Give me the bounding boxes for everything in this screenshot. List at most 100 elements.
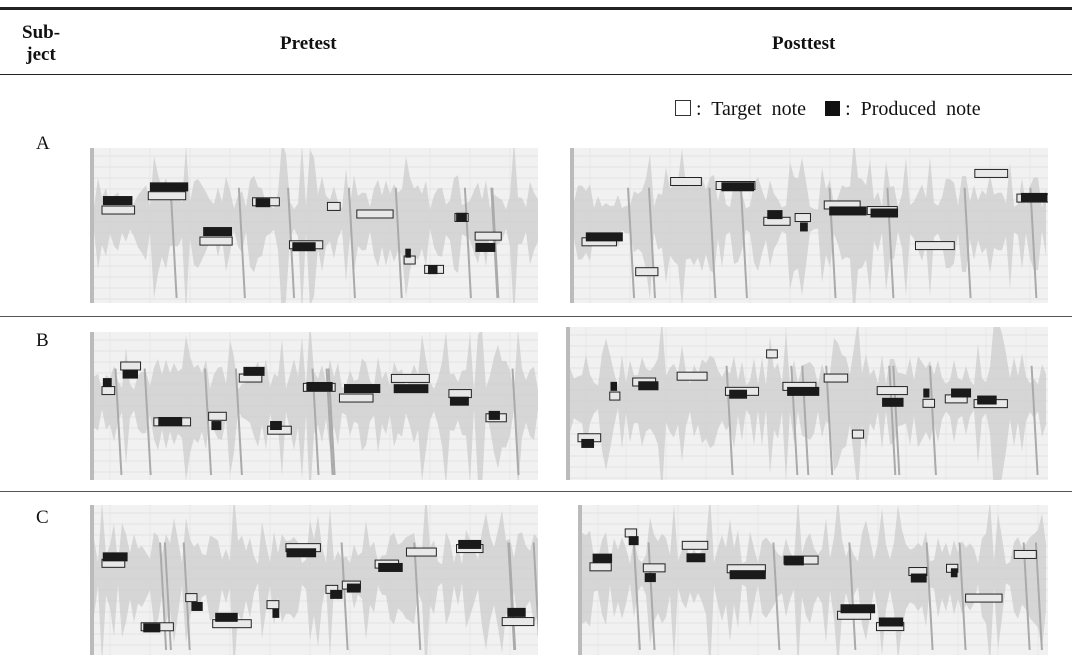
target-note: [357, 210, 393, 218]
legend-produced: : Produced note: [845, 98, 981, 120]
subject-header: Sub- ject: [22, 22, 60, 66]
left-bar: [90, 148, 94, 303]
produced-note: [829, 206, 866, 215]
row-rule: [0, 316, 1072, 317]
target-note: [267, 601, 279, 609]
legend-target: : Target note: [696, 98, 806, 120]
header-rule: [0, 74, 1072, 75]
target-note: [923, 399, 935, 407]
produced-note: [428, 265, 437, 274]
produced-note: [272, 609, 279, 618]
produced-note: [347, 584, 361, 593]
produced-note: [203, 227, 232, 236]
left-bar: [578, 505, 582, 655]
produced-note: [507, 608, 525, 617]
target-note: [327, 202, 340, 210]
produced-note: [787, 387, 819, 396]
left-bar: [90, 505, 94, 655]
produced-note: [256, 198, 271, 207]
pitch-screenshot: [90, 505, 538, 655]
target-note: [102, 387, 115, 395]
produced-note: [103, 378, 112, 387]
produced-note: [977, 396, 997, 405]
subject-header-line: Sub-: [22, 22, 60, 44]
produced-note: [610, 382, 617, 391]
row-rule: [0, 491, 1072, 492]
produced-note: [729, 390, 747, 399]
target-note: [449, 390, 471, 398]
row-label: C: [36, 507, 49, 529]
produced-note: [951, 388, 971, 397]
target-note: [590, 563, 611, 571]
target-note: [824, 374, 847, 382]
produced-note: [871, 209, 899, 218]
target-note: [671, 178, 702, 186]
target-note: [966, 594, 1002, 602]
produced-note: [629, 536, 639, 545]
produced-note: [292, 242, 315, 251]
produced-note: [841, 604, 876, 613]
target-note: [625, 529, 636, 537]
left-bar: [566, 327, 570, 480]
produced-note: [286, 548, 316, 557]
target-note: [682, 541, 708, 549]
left-bar: [90, 332, 94, 480]
produced-note: [103, 552, 128, 561]
produced-note: [767, 210, 782, 219]
top-rule: [0, 7, 1072, 10]
produced-note: [581, 439, 594, 448]
produced-note: [911, 574, 927, 583]
page: Sub- ject Pretest Posttest : Target note…: [0, 0, 1072, 663]
target-note: [186, 594, 197, 602]
left-bar: [570, 148, 574, 303]
produced-note: [306, 382, 332, 391]
target-note: [209, 412, 227, 420]
legend-target-swatch: [675, 100, 691, 116]
produced-note: [143, 623, 160, 632]
produced-note: [150, 182, 188, 191]
produced-note: [489, 411, 500, 420]
legend-produced-swatch: [825, 101, 840, 116]
target-note: [677, 372, 707, 380]
produced-note: [730, 570, 766, 579]
produced-note: [879, 617, 903, 626]
target-note: [475, 232, 501, 240]
produced-note: [344, 384, 380, 393]
pitch-screenshot: [578, 505, 1048, 655]
target-note: [795, 214, 810, 222]
target-note: [636, 268, 658, 276]
produced-note: [211, 421, 221, 430]
produced-note: [158, 417, 182, 426]
legend: : Target note : Produced note: [675, 98, 981, 121]
target-note: [102, 206, 135, 214]
target-note: [643, 564, 665, 572]
target-note: [767, 350, 778, 358]
target-note: [200, 237, 232, 245]
target-note: [121, 362, 141, 370]
produced-note: [586, 232, 623, 241]
produced-note: [458, 540, 481, 549]
produced-note: [686, 553, 705, 562]
target-note: [502, 618, 534, 626]
pitch-screenshot: [90, 332, 538, 480]
target-note: [975, 169, 1008, 177]
produced-note: [638, 381, 658, 390]
target-note: [391, 374, 429, 382]
pitch-screenshot: [90, 148, 538, 303]
produced-note: [800, 222, 808, 231]
produced-note: [450, 397, 469, 406]
produced-note: [191, 602, 202, 611]
subject-header-line: ject: [22, 44, 60, 66]
target-note: [877, 387, 907, 395]
produced-note: [103, 196, 132, 205]
produced-note: [243, 367, 264, 376]
produced-note: [593, 554, 612, 563]
produced-note: [784, 556, 804, 565]
target-note: [148, 192, 185, 200]
produced-note: [721, 182, 754, 191]
produced-note: [405, 249, 411, 258]
row-label: B: [36, 330, 49, 352]
produced-note: [882, 398, 903, 407]
target-note: [852, 430, 863, 438]
produced-note: [456, 213, 467, 222]
